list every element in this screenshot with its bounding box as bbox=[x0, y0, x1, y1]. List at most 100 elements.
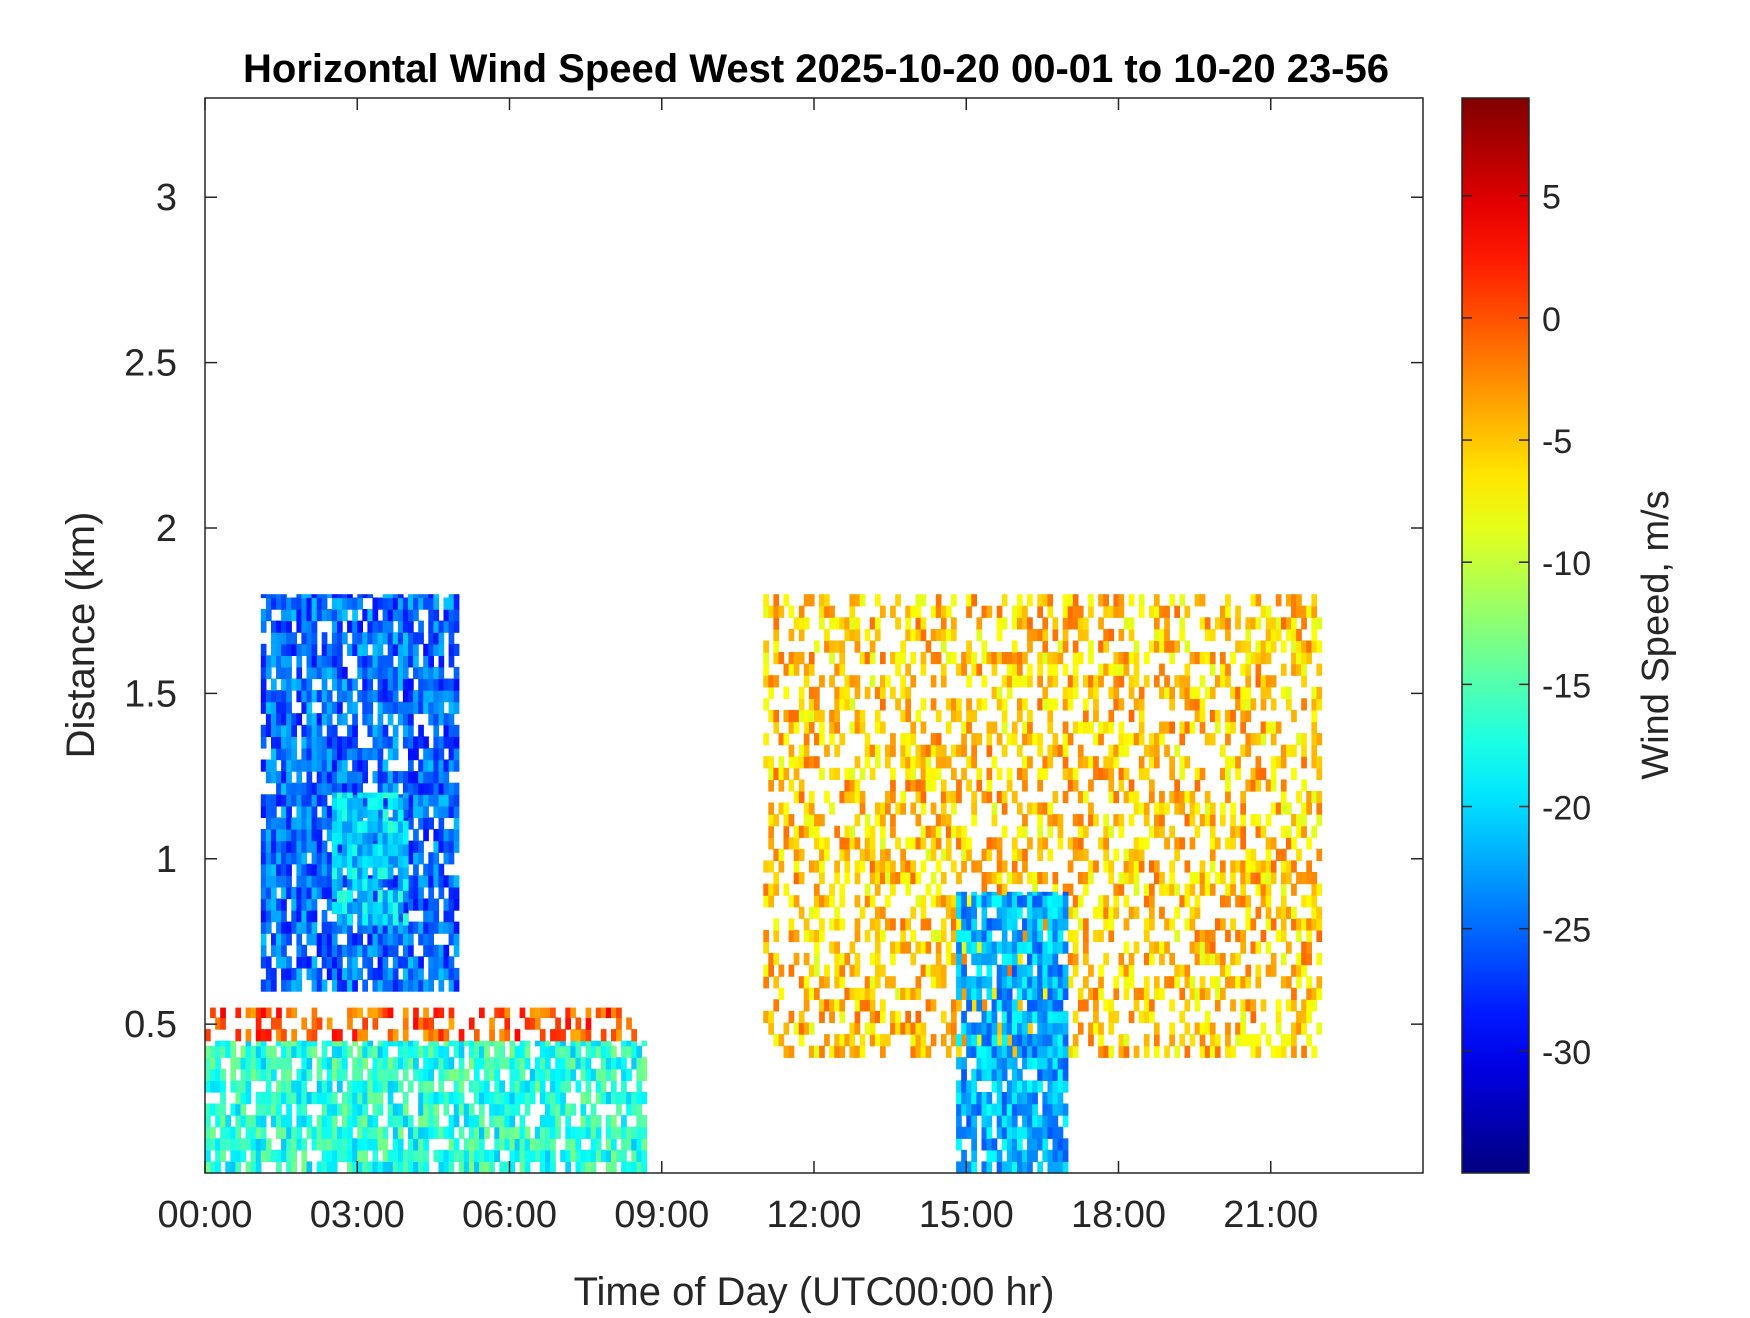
heatmap-cell bbox=[1037, 895, 1043, 908]
heatmap-cell bbox=[1017, 1010, 1023, 1024]
heatmap-cell bbox=[910, 628, 917, 642]
heatmap-cell bbox=[869, 652, 876, 665]
heatmap-cell bbox=[438, 886, 445, 900]
heatmap-cell bbox=[1286, 698, 1292, 711]
heatmap-cell bbox=[961, 906, 967, 919]
heatmap-cell bbox=[286, 666, 292, 680]
heatmap-cell bbox=[1001, 721, 1008, 734]
heatmap-cell bbox=[1052, 1115, 1059, 1128]
heatmap-cell bbox=[1037, 1138, 1043, 1151]
heatmap-cell bbox=[433, 921, 440, 934]
heatmap-cell bbox=[438, 655, 445, 668]
heatmap-cell bbox=[291, 1126, 297, 1139]
heatmap-cell bbox=[595, 1040, 602, 1047]
heatmap-cell bbox=[220, 1007, 226, 1019]
heatmap-cell bbox=[1037, 663, 1043, 676]
heatmap-cell bbox=[1209, 686, 1216, 699]
heatmap-cell bbox=[976, 1034, 983, 1047]
heatmap-cell bbox=[981, 698, 988, 711]
heatmap-cell bbox=[976, 895, 983, 908]
heatmap-cell bbox=[265, 597, 272, 610]
heatmap-cell bbox=[824, 628, 830, 642]
heatmap-cell bbox=[408, 944, 414, 957]
heatmap-cell bbox=[357, 1103, 363, 1116]
heatmap-cell bbox=[1108, 1010, 1115, 1024]
heatmap-cell bbox=[301, 898, 308, 911]
heatmap-cell bbox=[996, 987, 1003, 1000]
heatmap-cell bbox=[844, 860, 851, 873]
heatmap-cell bbox=[245, 1126, 252, 1139]
heatmap-cell bbox=[971, 906, 977, 919]
heatmap-cell bbox=[1291, 860, 1297, 873]
heatmap-cell bbox=[1001, 744, 1008, 757]
heatmap-cell bbox=[474, 1040, 480, 1047]
heatmap-cell bbox=[438, 863, 445, 876]
heatmap-cell bbox=[296, 1080, 303, 1093]
heatmap-cell bbox=[408, 759, 414, 772]
heatmap-cell bbox=[1164, 976, 1170, 989]
heatmap-cell bbox=[874, 872, 881, 885]
heatmap-cell bbox=[1133, 663, 1140, 676]
heatmap-cell bbox=[814, 814, 820, 827]
heatmap-cell bbox=[986, 848, 993, 861]
heatmap-cell bbox=[1194, 825, 1201, 838]
heatmap-cell bbox=[940, 617, 947, 630]
heatmap-cell bbox=[433, 609, 440, 622]
heatmap-cell bbox=[377, 1092, 384, 1105]
heatmap-cell bbox=[1022, 617, 1028, 630]
heatmap-cell bbox=[372, 979, 379, 992]
heatmap-cell bbox=[1143, 976, 1150, 989]
heatmap-cell bbox=[326, 1057, 333, 1070]
heatmap-cell bbox=[1316, 918, 1323, 931]
heatmap-cell bbox=[448, 805, 455, 818]
heatmap-cell bbox=[210, 1138, 216, 1151]
heatmap-cell bbox=[1194, 941, 1201, 954]
heatmap-cell bbox=[1001, 594, 1008, 607]
heatmap-cell bbox=[1047, 848, 1054, 861]
heatmap-cell bbox=[1270, 767, 1277, 780]
heatmap-cell bbox=[1088, 721, 1094, 734]
heatmap-cell bbox=[408, 1161, 414, 1174]
heatmap-cell bbox=[1296, 640, 1302, 653]
heatmap-cell bbox=[1291, 918, 1297, 931]
heatmap-cell bbox=[519, 1007, 526, 1019]
heatmap-cell bbox=[342, 792, 348, 799]
heatmap-cell bbox=[281, 1040, 287, 1047]
heatmap-cell bbox=[1245, 779, 1252, 792]
heatmap-cell bbox=[1306, 941, 1312, 954]
heatmap-cell bbox=[382, 1007, 389, 1019]
heatmap-cell bbox=[321, 1040, 328, 1047]
heatmap-cell bbox=[1022, 1115, 1028, 1128]
heatmap-cell bbox=[1037, 976, 1043, 989]
heatmap-cell bbox=[1108, 756, 1115, 769]
heatmap-cell bbox=[413, 1045, 419, 1058]
heatmap-cell bbox=[387, 867, 394, 880]
heatmap-cell bbox=[281, 701, 287, 714]
heatmap-cell bbox=[1204, 617, 1211, 630]
heatmap-cell bbox=[1209, 709, 1216, 723]
heatmap-cell bbox=[1149, 906, 1155, 919]
heatmap-cell bbox=[337, 1149, 343, 1162]
heatmap-cell bbox=[900, 848, 906, 861]
heatmap-cell bbox=[326, 713, 333, 726]
heatmap-cell bbox=[260, 921, 267, 934]
heatmap-cell bbox=[1037, 987, 1043, 1000]
heatmap-cell bbox=[301, 594, 308, 599]
heatmap-cell bbox=[1072, 663, 1079, 676]
heatmap-cell bbox=[545, 1138, 551, 1151]
heatmap-cell bbox=[337, 666, 343, 680]
heatmap-cell bbox=[834, 953, 840, 966]
heatmap-cell bbox=[550, 1080, 556, 1093]
heatmap-cell bbox=[372, 967, 379, 981]
heatmap-cell bbox=[1301, 1045, 1307, 1058]
heatmap-cell bbox=[1240, 698, 1246, 711]
heatmap-cell bbox=[423, 910, 429, 923]
heatmap-cell bbox=[499, 1115, 505, 1128]
heatmap-cell bbox=[377, 792, 384, 799]
heatmap-cell bbox=[1113, 594, 1120, 607]
heatmap-cell bbox=[956, 1057, 962, 1070]
heatmap-cell bbox=[342, 1138, 348, 1151]
heatmap-cell bbox=[1214, 953, 1221, 966]
heatmap-cell bbox=[408, 840, 414, 853]
heatmap-cell bbox=[311, 690, 318, 703]
